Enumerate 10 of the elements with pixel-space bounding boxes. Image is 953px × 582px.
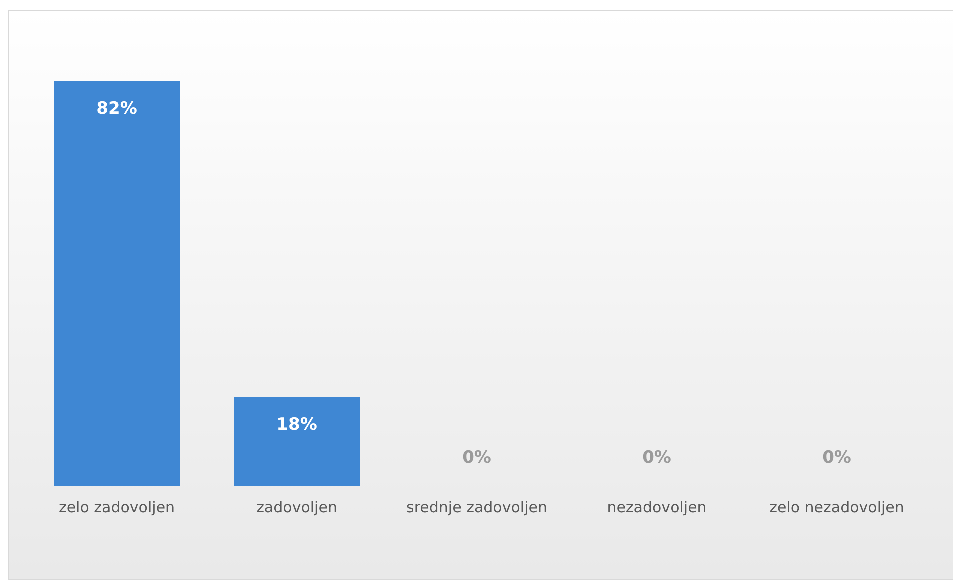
data-label: 0% [642,448,672,468]
data-label: 0% [822,448,852,468]
x-tick-label: zadovoljen [256,498,338,516]
x-tick-label: srednje zadovoljen [406,498,548,516]
x-tick-label: zelo nezadovoljen [770,498,904,516]
data-label: 18% [276,415,318,436]
x-tick-label: zelo zadovoljen [58,498,176,516]
data-label: 0% [462,448,492,468]
x-tick-label: nezadovoljen [607,498,707,516]
data-label: 82% [96,99,138,119]
